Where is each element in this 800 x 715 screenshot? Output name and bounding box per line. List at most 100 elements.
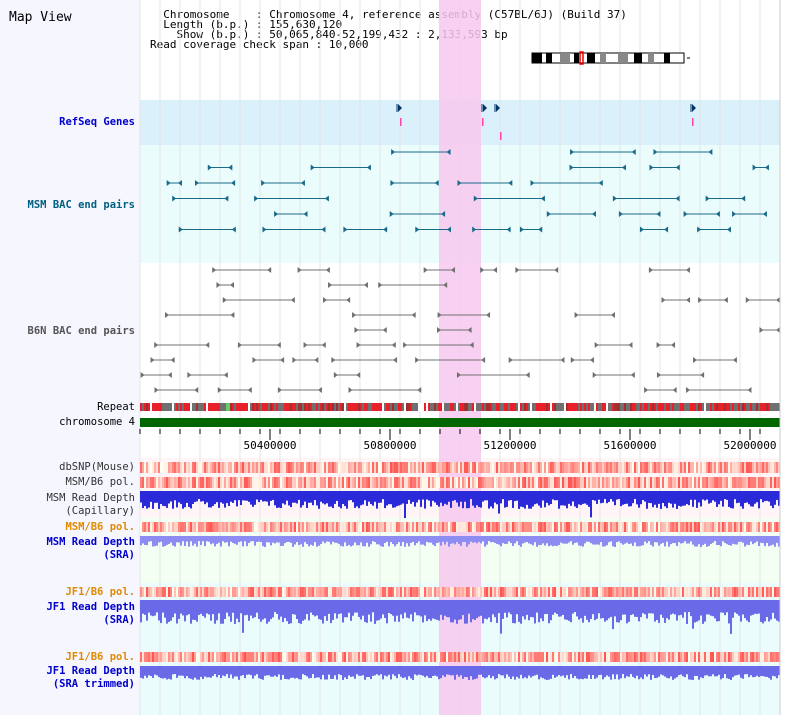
bac-end-arrow bbox=[363, 282, 368, 288]
repeat-segment bbox=[272, 403, 274, 411]
heat-cell bbox=[658, 522, 660, 532]
heat-cell bbox=[574, 477, 576, 488]
heat-cell bbox=[270, 587, 272, 597]
read-depth-bar bbox=[396, 600, 398, 616]
read-depth-bar bbox=[490, 666, 492, 679]
read-depth-bar bbox=[564, 491, 566, 506]
read-depth-bar bbox=[202, 491, 204, 502]
bac-end-arrow bbox=[726, 226, 731, 233]
heat-cell bbox=[244, 522, 246, 532]
read-depth-bar bbox=[582, 536, 584, 547]
read-depth-bar bbox=[776, 666, 778, 679]
read-depth-bar bbox=[584, 536, 586, 544]
heat-cell bbox=[488, 477, 490, 488]
heat-cell bbox=[692, 652, 694, 662]
read-depth-bar bbox=[400, 666, 402, 677]
heat-cell bbox=[440, 522, 442, 532]
repeat-segment bbox=[204, 403, 206, 411]
chromosome-label: chromosome 4 bbox=[59, 416, 135, 428]
heat-cell bbox=[226, 477, 228, 488]
read-depth-bar bbox=[252, 491, 254, 507]
read-depth-bar bbox=[386, 666, 388, 677]
read-depth-bar bbox=[180, 600, 182, 614]
heat-cell bbox=[204, 462, 206, 473]
heat-cell bbox=[498, 462, 500, 473]
read-depth-bar bbox=[386, 536, 388, 542]
read-depth-bar bbox=[192, 491, 194, 504]
heat-cell bbox=[242, 652, 244, 662]
read-depth-bar bbox=[324, 536, 326, 544]
heat-cell bbox=[360, 477, 362, 488]
heat-cell bbox=[232, 587, 234, 597]
heat-cell bbox=[186, 587, 188, 597]
read-depth-bar bbox=[178, 666, 180, 676]
heat-cell bbox=[626, 462, 628, 473]
read-depth-bar bbox=[176, 491, 178, 508]
heat-cell bbox=[646, 587, 648, 597]
heat-cell bbox=[272, 477, 274, 488]
bac-end-arrow bbox=[261, 180, 266, 186]
heat-cell bbox=[726, 587, 728, 597]
read-depth-bar bbox=[648, 666, 650, 675]
heat-cell bbox=[760, 652, 762, 662]
b6n-bac-end-pairs-label[interactable]: B6N BAC end pairs bbox=[27, 325, 135, 337]
read-depth-bar bbox=[162, 536, 164, 547]
heat-cell bbox=[570, 652, 572, 662]
bac-end-arrow bbox=[506, 226, 511, 233]
heat-cell bbox=[640, 652, 642, 662]
bac-end-arrow bbox=[321, 226, 326, 233]
heat-cell bbox=[752, 587, 754, 597]
read-depth-bar bbox=[750, 491, 752, 507]
heat-cell bbox=[436, 462, 438, 473]
heat-cell bbox=[766, 587, 768, 597]
heat-cell bbox=[382, 652, 384, 662]
heat-cell bbox=[176, 652, 178, 662]
repeat-segment bbox=[608, 403, 610, 411]
read-depth-bar bbox=[516, 666, 518, 677]
read-depth-bar bbox=[480, 666, 482, 675]
repeat-segment bbox=[580, 403, 582, 411]
read-depth-bar bbox=[566, 491, 568, 509]
heat-cell bbox=[422, 462, 424, 473]
bac-end-arrow bbox=[172, 195, 177, 202]
repeat-segment bbox=[298, 403, 300, 411]
heat-cell bbox=[376, 462, 378, 473]
heat-cell bbox=[770, 587, 772, 597]
bac-end-arrow bbox=[252, 357, 257, 363]
bac-end-arrow bbox=[343, 226, 348, 233]
heat-cell bbox=[646, 652, 648, 662]
read-depth-bar bbox=[308, 536, 310, 547]
heat-cell bbox=[632, 587, 634, 597]
msm-bac-end-pairs-label[interactable]: MSM BAC end pairs bbox=[27, 199, 135, 211]
read-depth-bar bbox=[656, 491, 658, 508]
heat-cell bbox=[590, 522, 592, 532]
heat-cell bbox=[436, 477, 438, 488]
repeat-segment bbox=[574, 403, 576, 411]
heat-cell bbox=[710, 477, 712, 488]
read-depth-bar bbox=[266, 536, 268, 543]
read-depth-bar bbox=[592, 600, 594, 615]
heat-cell bbox=[316, 587, 318, 597]
read-depth-bar bbox=[742, 600, 744, 615]
heat-cell bbox=[728, 652, 730, 662]
heat-cell bbox=[584, 462, 586, 473]
heat-cell bbox=[684, 587, 686, 597]
read-depth-bar bbox=[670, 536, 672, 545]
refseq-genes-label[interactable]: RefSeq Genes bbox=[59, 116, 135, 128]
read-depth-bar bbox=[648, 491, 650, 503]
read-depth-bar bbox=[688, 536, 690, 544]
heat-cell bbox=[724, 462, 726, 473]
read-depth-bar bbox=[148, 600, 150, 613]
repeat-segment bbox=[456, 403, 458, 411]
read-depth-bar bbox=[206, 666, 208, 678]
bac-end-arrow bbox=[321, 342, 326, 348]
heat-cell bbox=[414, 462, 416, 473]
repeat-segment bbox=[404, 403, 406, 411]
read-depth-bar bbox=[240, 536, 242, 542]
read-depth-bar bbox=[542, 666, 544, 679]
read-depth-bar bbox=[324, 666, 326, 680]
read-depth-bar bbox=[724, 666, 726, 675]
heat-cell bbox=[260, 587, 262, 597]
heat-cell bbox=[430, 522, 432, 532]
